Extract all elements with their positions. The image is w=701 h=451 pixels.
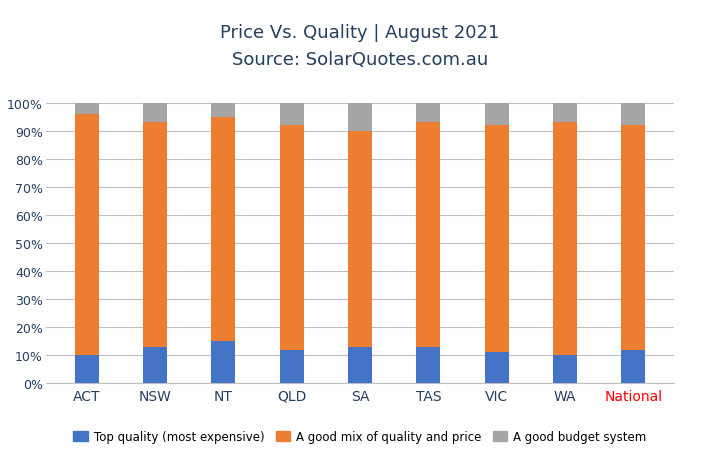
Bar [211, 104, 236, 118]
Bar [280, 126, 304, 350]
Bar [622, 104, 646, 126]
Bar [553, 104, 577, 123]
Bar [280, 104, 304, 126]
Bar [74, 115, 99, 355]
Bar [348, 347, 372, 383]
Bar [211, 118, 236, 341]
Bar [74, 355, 99, 383]
Bar [348, 104, 372, 132]
Title: Price Vs. Quality | August 2021
Source: SolarQuotes.com.au: Price Vs. Quality | August 2021 Source: … [220, 24, 500, 69]
Bar [416, 123, 440, 347]
Bar [74, 104, 99, 115]
Bar [553, 355, 577, 383]
Bar [211, 341, 236, 383]
Bar [280, 350, 304, 383]
Bar [416, 347, 440, 383]
Bar [416, 104, 440, 123]
Bar [553, 123, 577, 355]
Bar [485, 126, 509, 353]
Legend: Top quality (most expensive), A good mix of quality and price, A good budget sys: Top quality (most expensive), A good mix… [69, 425, 651, 448]
Bar [143, 123, 167, 347]
Bar [143, 104, 167, 123]
Bar [348, 132, 372, 347]
Bar [143, 347, 167, 383]
Bar [485, 104, 509, 126]
Bar [622, 350, 646, 383]
Bar [485, 353, 509, 383]
Bar [622, 126, 646, 350]
